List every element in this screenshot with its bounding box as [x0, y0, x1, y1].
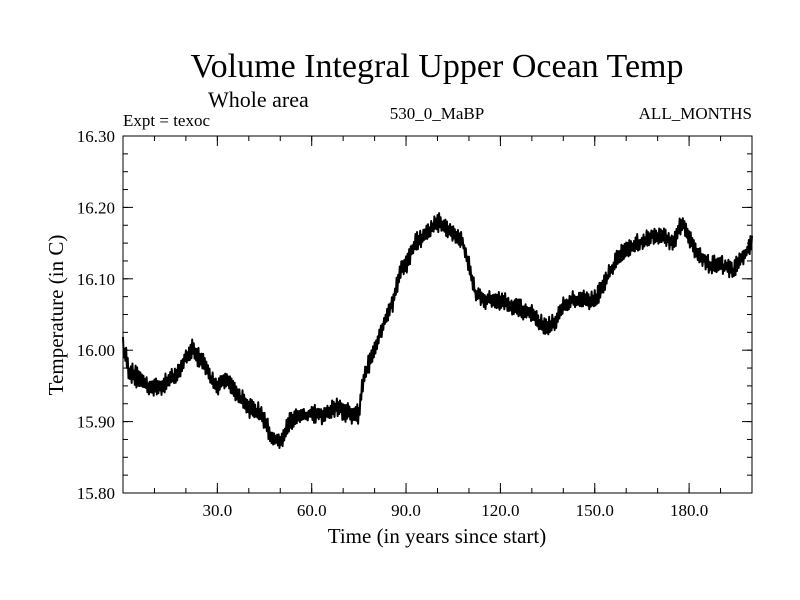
x-tick-label: 180.0 — [670, 501, 708, 520]
y-tick-label: 16.00 — [77, 341, 115, 360]
series-line — [122, 212, 753, 450]
x-tick-label: 60.0 — [297, 501, 327, 520]
header-right-label: ALL_MONTHS — [639, 104, 752, 123]
y-tick-label: 16.30 — [77, 127, 115, 146]
chart-title: Volume Integral Upper Ocean Temp — [191, 48, 684, 85]
y-tick-label: 15.90 — [77, 413, 115, 432]
chart-subtitle: Whole area — [208, 87, 309, 112]
y-tick-label: 16.10 — [77, 270, 115, 289]
x-tick-label: 150.0 — [576, 501, 614, 520]
y-axis-ticks: 15.80 15.90 16.00 16.10 16.20 16.30 — [77, 127, 752, 503]
x-axis-ticks: 30.0 60.0 90.0 120.0 150.0 180.0 — [153, 136, 722, 520]
y-tick-label: 16.20 — [77, 198, 115, 217]
header-left-label: Expt = texoc — [123, 111, 210, 130]
x-tick-label: 30.0 — [202, 501, 232, 520]
x-axis-label: Time (in years since start) — [328, 524, 547, 548]
x-tick-label: 90.0 — [391, 501, 421, 520]
plot-frame — [122, 135, 753, 494]
header-center-label: 530_0_MaBP — [390, 104, 484, 123]
y-tick-label: 15.80 — [77, 484, 115, 503]
x-tick-label: 120.0 — [481, 501, 519, 520]
y-axis-label: Temperature (in C) — [44, 235, 68, 396]
